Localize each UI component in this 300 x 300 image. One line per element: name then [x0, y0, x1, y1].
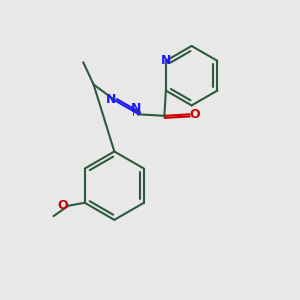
Text: O: O — [58, 199, 68, 212]
Text: N: N — [105, 93, 116, 106]
Text: H: H — [133, 108, 140, 118]
Text: O: O — [190, 108, 200, 121]
Text: N: N — [161, 54, 171, 67]
Text: N: N — [131, 102, 141, 115]
